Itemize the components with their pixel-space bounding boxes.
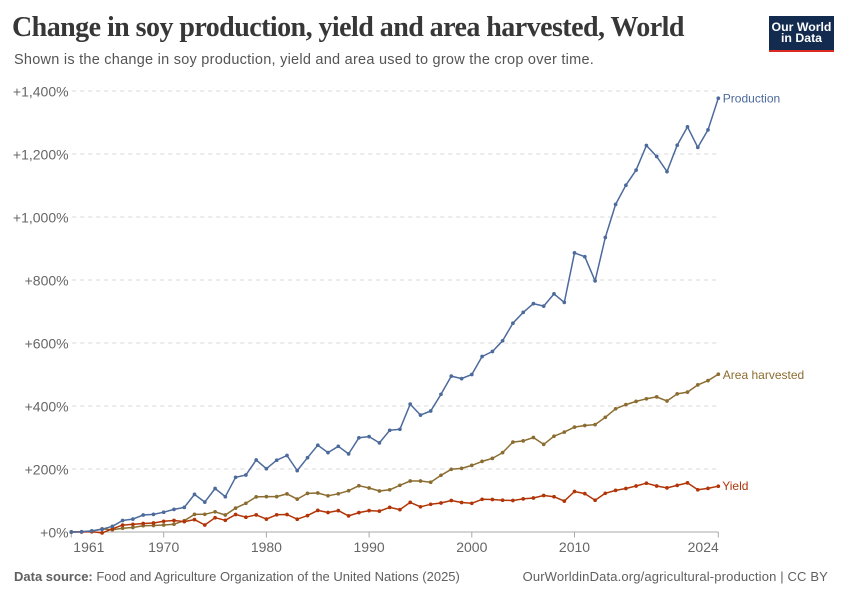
svg-text:+0%: +0% xyxy=(40,524,68,540)
svg-text:2024: 2024 xyxy=(688,539,719,555)
svg-text:1961: 1961 xyxy=(73,539,104,555)
svg-text:+1,400%: +1,400% xyxy=(13,83,69,99)
svg-text:+600%: +600% xyxy=(25,335,69,351)
svg-text:+800%: +800% xyxy=(25,272,69,288)
svg-text:2000: 2000 xyxy=(456,539,487,555)
svg-text:+1,200%: +1,200% xyxy=(13,146,69,162)
svg-text:+1,000%: +1,000% xyxy=(13,209,69,225)
svg-text:Area harvested: Area harvested xyxy=(723,368,804,382)
svg-text:2010: 2010 xyxy=(559,539,590,555)
svg-text:1970: 1970 xyxy=(148,539,179,555)
svg-text:1980: 1980 xyxy=(251,539,282,555)
svg-text:+200%: +200% xyxy=(25,461,69,477)
svg-text:+400%: +400% xyxy=(25,398,69,414)
svg-text:Production: Production xyxy=(723,92,780,106)
svg-text:1990: 1990 xyxy=(354,539,385,555)
svg-text:Yield: Yield xyxy=(722,479,748,493)
